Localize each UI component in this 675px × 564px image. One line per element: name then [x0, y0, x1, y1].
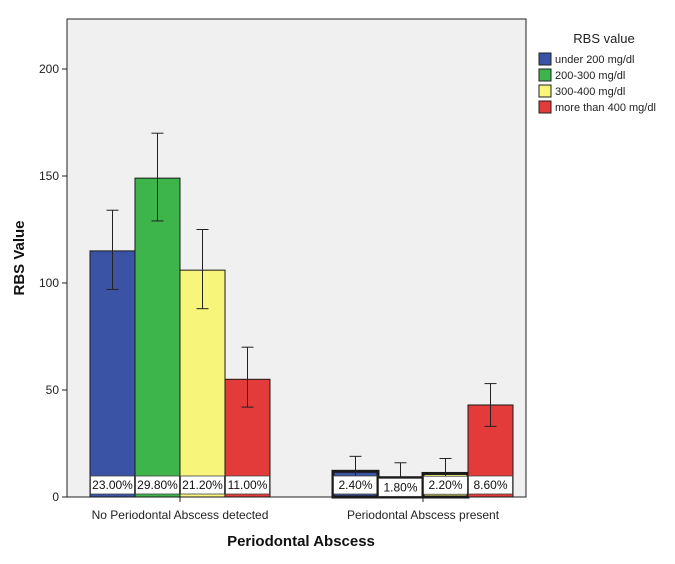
legend-swatch [538, 84, 552, 98]
data-label: 23.00% [92, 478, 133, 492]
data-label: 21.20% [182, 478, 223, 492]
bar [134, 177, 181, 498]
y-tick-label: 100 [39, 276, 59, 290]
data-label: 1.80% [383, 480, 417, 494]
x-axis-title: Periodontal Abscess [227, 533, 375, 550]
legend-swatch [538, 52, 552, 66]
legend: RBS value under 200 mg/dl 200-300 mg/dl 30… [538, 31, 656, 114]
legend-label: more than 400 mg/dl [555, 102, 656, 114]
data-label: 2.40% [338, 478, 372, 492]
data-label: 29.80% [137, 478, 178, 492]
legend-swatch [538, 100, 552, 114]
y-tick-label: 200 [39, 62, 59, 76]
legend-title: RBS value [573, 31, 634, 46]
x-tick-label: Periodontal Abscess present [347, 508, 500, 522]
legend-label: under 200 mg/dl [555, 54, 635, 66]
data-label: 8.60% [473, 478, 507, 492]
x-tick-label: No Periodontal Abscess detected [92, 508, 269, 522]
legend-label: 300-400 mg/dl [555, 86, 625, 98]
legend-label: 200-300 mg/dl [555, 70, 625, 82]
legend-swatch [538, 68, 552, 82]
data-label-box [225, 475, 270, 495]
y-axis-title: RBS Value [11, 220, 28, 295]
data-label: 2.20% [428, 478, 462, 492]
data-label: 11.00% [228, 478, 268, 492]
y-tick-label: 50 [46, 383, 60, 397]
y-tick-label: 150 [39, 169, 59, 183]
data-label-box [468, 475, 513, 495]
y-tick-label: 0 [52, 490, 59, 504]
chart-marks: 0 50 100 150 200 No Periodontal Abscess detec… [39, 62, 514, 522]
